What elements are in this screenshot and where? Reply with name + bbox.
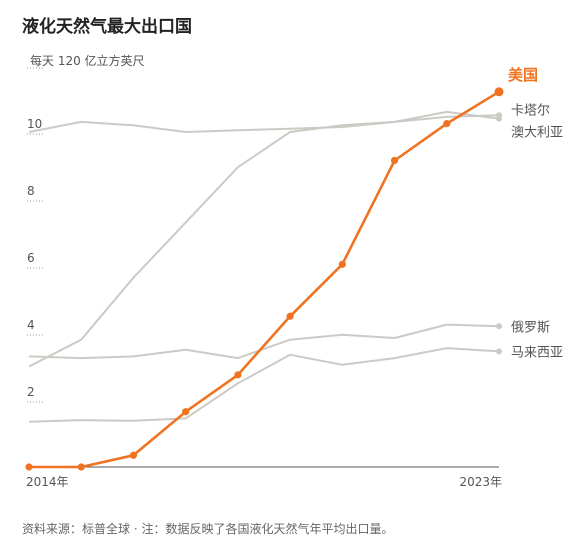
series-line-澳大利亚 <box>28 110 500 368</box>
series-line-俄罗斯 <box>28 323 500 360</box>
y-tick-label-2: 2 <box>27 385 35 399</box>
data-point-美国-2014 <box>25 463 33 471</box>
series-line-马来西亚 <box>28 347 500 423</box>
data-point-美国-2018 <box>234 371 242 379</box>
series-label-俄罗斯: 俄罗斯 <box>511 320 550 335</box>
end-point-马来西亚 <box>496 348 502 355</box>
data-point-美国-2021 <box>390 156 399 165</box>
series-label-卡塔尔: 卡塔尔 <box>511 103 550 118</box>
x-tick-label-2023: 2023年 <box>459 475 502 489</box>
chart-title: 液化天然气最大出口国 <box>22 17 192 37</box>
data-point-美国-2022 <box>443 120 451 128</box>
y-tick-label-4: 4 <box>27 318 35 332</box>
series-label-美国: 美国 <box>508 66 538 84</box>
y-axis-unit-label: 每天 120 亿立方英尺 <box>30 54 145 68</box>
data-point-美国-2015 <box>77 463 85 471</box>
data-point-美国-2023 <box>494 87 504 97</box>
y-tick-label-6: 6 <box>27 251 35 265</box>
data-point-美国-2016 <box>129 451 138 459</box>
series-label-马来西亚: 马来西亚 <box>511 345 563 360</box>
data-point-美国-2019 <box>286 312 294 320</box>
y-tick-label-10: 10 <box>27 117 42 131</box>
y-tick-label-8: 8 <box>27 184 35 198</box>
x-tick-label-2014: 2014年 <box>26 475 69 489</box>
source-footnote: 资料来源：标普全球 · 注：数据反映了各国液化天然气年平均出口量。 <box>22 522 394 536</box>
end-point-俄罗斯 <box>496 323 502 330</box>
series-line-卡塔尔 <box>28 114 500 133</box>
end-point-澳大利亚 <box>496 115 502 122</box>
data-point-美国-2017 <box>182 408 190 416</box>
series-label-澳大利亚: 澳大利亚 <box>511 125 563 141</box>
data-point-美国-2020 <box>338 260 346 268</box>
series-line-美国 <box>29 90 500 469</box>
